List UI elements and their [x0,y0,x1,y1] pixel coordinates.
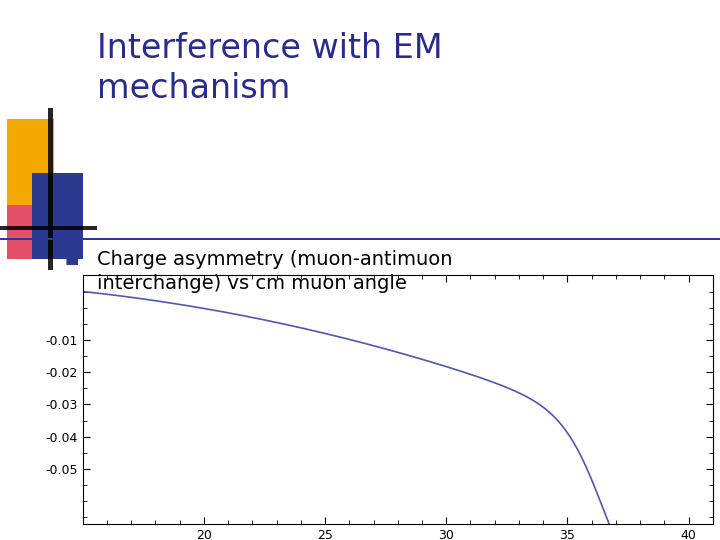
Text: ■: ■ [65,251,79,266]
Text: Charge asymmetry (muon-antimuon
interchange) vs cm muon angle: Charge asymmetry (muon-antimuon intercha… [97,250,453,293]
Text: Interference with EM
mechanism: Interference with EM mechanism [97,32,443,105]
